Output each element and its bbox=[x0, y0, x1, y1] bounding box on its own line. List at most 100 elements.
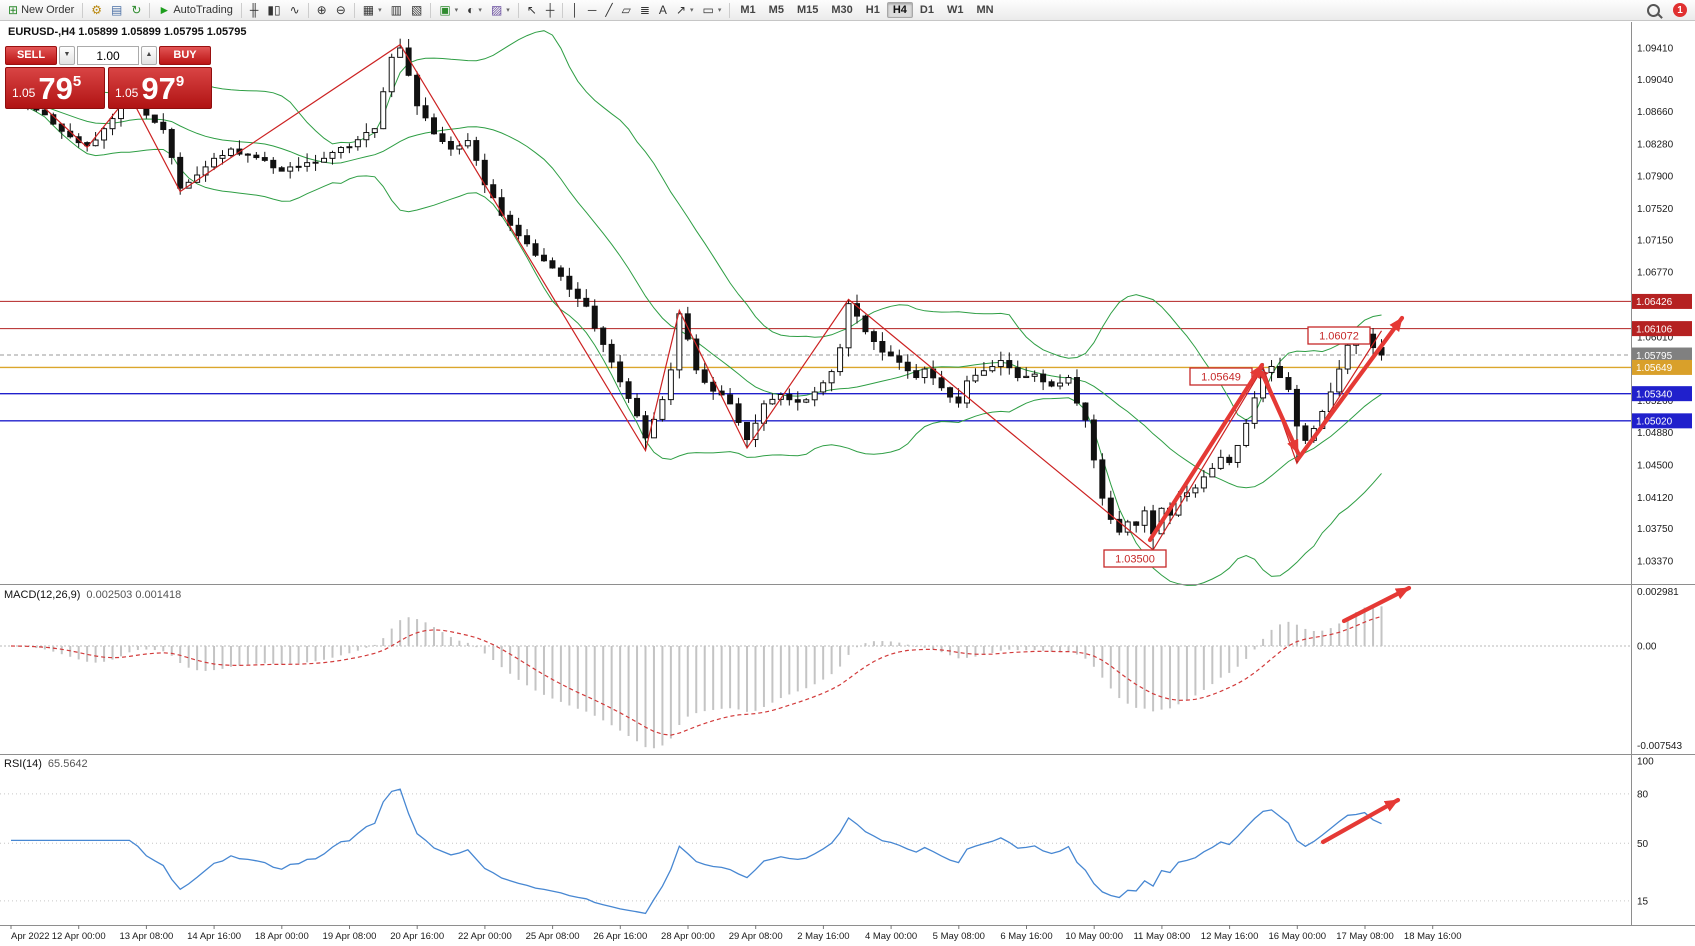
timeframe-h4-button[interactable]: H4 bbox=[886, 2, 913, 18]
timeframe-h1-button[interactable]: H1 bbox=[865, 4, 880, 16]
tile-windows-button[interactable]: ▥ bbox=[387, 1, 406, 20]
candle bbox=[388, 53, 395, 98]
horizontal-line-button[interactable]: ─ bbox=[584, 1, 601, 20]
bollinger-lower-band bbox=[10, 99, 1382, 586]
candle bbox=[887, 345, 894, 357]
candle bbox=[414, 71, 421, 115]
new-order-button[interactable]: ⊞ New Order bbox=[4, 1, 78, 20]
candle bbox=[1226, 454, 1233, 466]
cursor-button[interactable]: ↖ bbox=[523, 1, 541, 20]
timeframe-d1-button[interactable]: D1 bbox=[919, 4, 934, 16]
sell-price-button[interactable]: 1.05 79 5 bbox=[5, 67, 105, 109]
expert-advisors-button[interactable]: ⚙ bbox=[87, 1, 106, 20]
macd-histogram bbox=[18, 606, 1383, 749]
time-axis-label: 12 May 16:00 bbox=[1201, 931, 1259, 942]
candlestick-chart-button[interactable]: ▮▯ bbox=[263, 1, 284, 20]
volume-increase-button[interactable]: ▲ bbox=[141, 46, 157, 65]
print-icon: ▤ bbox=[111, 3, 123, 17]
price-axis-label: 1.05260 bbox=[1637, 396, 1674, 407]
text-button[interactable]: A bbox=[655, 1, 671, 20]
toolbar-separator bbox=[240, 2, 242, 18]
candle bbox=[845, 299, 852, 357]
candle bbox=[312, 154, 319, 171]
trend-arrow[interactable] bbox=[1259, 370, 1301, 456]
horizontal-line-icon: ─ bbox=[587, 3, 597, 17]
buy-button[interactable]: BUY bbox=[159, 46, 211, 65]
refresh-button[interactable]: ↻ bbox=[127, 1, 145, 20]
candle bbox=[329, 150, 336, 165]
zoom-out-button[interactable]: ⊖ bbox=[332, 1, 350, 20]
cascade-windows-icon: ▧ bbox=[410, 3, 423, 17]
candle bbox=[879, 332, 886, 361]
shapes-button[interactable]: ▭ ▾ bbox=[699, 1, 726, 20]
candle bbox=[1073, 369, 1080, 406]
candle bbox=[1023, 367, 1030, 379]
line-chart-button[interactable]: ∿ bbox=[286, 1, 304, 20]
autotrading-button[interactable]: ► AutoTrading bbox=[154, 1, 236, 20]
macd-signal-line bbox=[10, 615, 1382, 736]
candle bbox=[380, 87, 387, 130]
profiles-button[interactable]: ▣ ▾ bbox=[435, 1, 462, 20]
buy-price-button[interactable]: 1.05 97 9 bbox=[108, 67, 212, 109]
volume-input[interactable] bbox=[77, 46, 139, 65]
arrows-button[interactable]: ↗ ▾ bbox=[672, 1, 698, 20]
timeframe-m15-button[interactable]: M15 bbox=[796, 4, 819, 16]
candle bbox=[854, 294, 860, 324]
timeframe-m30-button[interactable]: M30 bbox=[831, 4, 853, 16]
trendline-button[interactable]: ╱ bbox=[601, 1, 616, 20]
annotation-box[interactable]: 1.05649 bbox=[1189, 367, 1269, 386]
search-button[interactable] bbox=[1643, 1, 1664, 20]
zoom-in-button[interactable]: ⊕ bbox=[313, 1, 331, 20]
cascade-windows-button[interactable]: ▧ bbox=[407, 1, 426, 20]
candle bbox=[270, 157, 277, 174]
volume-decrease-button[interactable]: ▼ bbox=[59, 46, 75, 65]
new-chart-button[interactable]: ▦ ▾ bbox=[359, 1, 386, 20]
vertical-line-button[interactable]: │ bbox=[567, 1, 583, 20]
time-axis-label: 18 Apr 00:00 bbox=[255, 931, 309, 942]
sell-button[interactable]: SELL bbox=[5, 46, 57, 65]
annotation-box[interactable]: 1.06072 bbox=[1307, 326, 1371, 345]
candle bbox=[693, 334, 700, 375]
candle bbox=[786, 388, 793, 406]
fibonacci-button[interactable]: ≣ bbox=[636, 1, 654, 20]
chevron-down-icon: ▾ bbox=[478, 7, 482, 14]
toolbar-separator bbox=[729, 2, 731, 18]
candle bbox=[803, 397, 810, 404]
candle bbox=[955, 388, 962, 408]
time-axis-label: 29 Apr 08:00 bbox=[729, 931, 783, 942]
notification-badge[interactable]: 1 bbox=[1673, 3, 1687, 17]
toolbar-separator bbox=[517, 2, 519, 18]
bar-chart-button[interactable]: ╫ bbox=[246, 1, 263, 20]
trend-arrow[interactable] bbox=[1147, 362, 1265, 543]
candle bbox=[397, 38, 404, 58]
timeframe-mn-button[interactable]: MN bbox=[976, 4, 994, 16]
time-axis-label: 11 May 08:00 bbox=[1133, 931, 1190, 942]
candle bbox=[1090, 414, 1097, 469]
trend-arrow[interactable] bbox=[1341, 585, 1412, 624]
period-button[interactable]: ◐ ▾ bbox=[463, 1, 486, 20]
candle bbox=[439, 126, 446, 145]
equidistant-channel-button[interactable]: ▱ bbox=[618, 1, 635, 20]
annotation-box[interactable]: 1.03500 bbox=[1103, 549, 1167, 568]
trend-arrow[interactable] bbox=[1295, 315, 1405, 462]
crosshair-button[interactable]: ┼ bbox=[542, 1, 559, 20]
timeframe-w1-button[interactable]: W1 bbox=[946, 4, 964, 16]
trend-arrow[interactable] bbox=[1320, 797, 1401, 845]
candle bbox=[532, 239, 539, 257]
price-axis-label: 1.04500 bbox=[1637, 461, 1674, 472]
time-axis-label: 5 May 08:00 bbox=[933, 931, 985, 942]
timeframe-m1-button[interactable]: M1 bbox=[740, 4, 756, 16]
price-marker bbox=[1632, 347, 1692, 363]
chart-plot-area[interactable] bbox=[0, 22, 1631, 583]
templates-button[interactable]: ▨ ▾ bbox=[487, 1, 514, 20]
buy-price-prefix: 1.05 bbox=[115, 86, 139, 100]
print-button[interactable]: ▤ bbox=[107, 1, 126, 20]
price-axis-label: 1.03370 bbox=[1637, 556, 1674, 567]
time-axis-label: 16 May 00:00 bbox=[1269, 931, 1327, 942]
price-marker-label: 1.05649 bbox=[1636, 363, 1673, 374]
time-axis-label: 14 Apr 16:00 bbox=[187, 931, 241, 942]
timeframe-m5-button[interactable]: M5 bbox=[768, 4, 784, 16]
candle bbox=[1031, 370, 1038, 382]
toolbar-separator bbox=[562, 2, 564, 18]
sell-price-prefix: 1.05 bbox=[12, 86, 36, 100]
